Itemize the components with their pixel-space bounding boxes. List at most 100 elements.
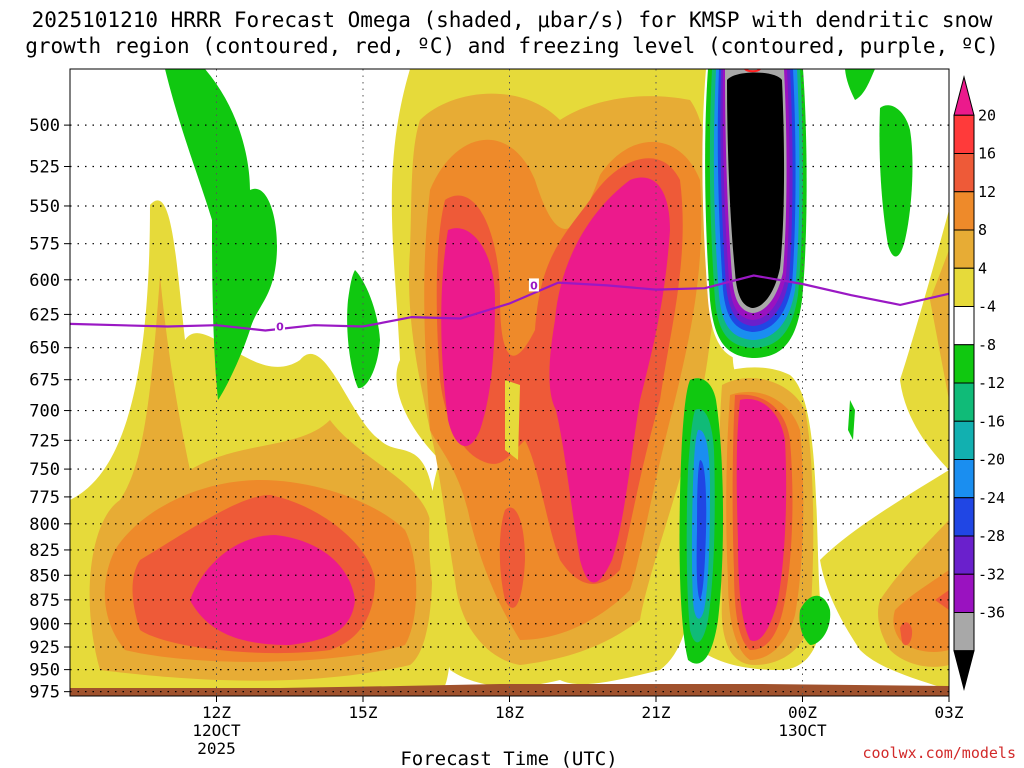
colorbar-label: -8 (978, 336, 996, 354)
x-tick-label: 00Z (788, 703, 817, 722)
y-tick-label: 575 (29, 235, 60, 255)
y-tick-label: 950 (29, 661, 60, 681)
colorbar-swatch (953, 382, 975, 422)
x-axis-label: Forecast Time (UTC) (400, 748, 617, 768)
colorbar-swatch (953, 573, 975, 613)
colorbar-swatch (953, 459, 975, 499)
y-tick-label: 625 (29, 305, 60, 325)
freezing-level-label: 0 (530, 279, 538, 292)
omega-shade-20 (736, 399, 787, 641)
colorbar-label: -20 (978, 451, 1005, 469)
y-tick-label: 775 (29, 488, 60, 508)
y-tick-label: 525 (29, 158, 60, 178)
colorbar-label: 4 (978, 259, 987, 277)
colorbar-label: 8 (978, 221, 987, 239)
y-tick-label: 875 (29, 591, 60, 611)
colorbar-swatch (953, 191, 975, 231)
colorbar-label: 16 (978, 145, 996, 163)
grid-lines (70, 69, 949, 696)
y-axis: 500 525 550 575 600 625 650 675 700 725 750 775 800 8… (29, 116, 70, 703)
omega-shade-neg8 (347, 270, 380, 389)
colorbar-swatch-top (953, 75, 975, 116)
y-tick-label: 925 (29, 638, 60, 658)
y-tick-label: 725 (29, 431, 60, 451)
omega-shade-20 (441, 228, 495, 447)
colorbar-label: -28 (978, 527, 1005, 545)
omega-shading-central-region (391, 69, 747, 687)
omega-shading-downward-green (165, 69, 913, 645)
y-tick-label: 550 (29, 197, 60, 217)
colorbar-label: -36 (978, 604, 1005, 622)
omega-shading-east-region (820, 210, 949, 690)
freezing-level-label-bg (274, 319, 285, 333)
chart-title-line-1: 2025101210 HRRR Forecast Omega (shaded, … (31, 8, 993, 32)
x-tick-label: 03Z (935, 703, 964, 722)
x-tick-label: 15Z (349, 703, 378, 722)
y-tick-label: 600 (29, 271, 60, 291)
x-tick-label: 2025 (197, 739, 236, 758)
colorbar-label: 12 (978, 183, 996, 201)
colorbar-swatch (953, 344, 975, 384)
omega-shade-20 (190, 535, 355, 645)
omega-shade-white (150, 590, 190, 615)
dendritic-growth-region-contour (744, 69, 761, 73)
y-tick-label: 700 (29, 402, 60, 422)
chart-title-line-2: growth region (contoured, red, ºC) and f… (25, 34, 999, 58)
freezing-level-label: 0 (276, 321, 284, 334)
x-tick-label: 18Z (495, 703, 524, 722)
plot-area: 00 (70, 69, 949, 696)
colorbar-label: 20 (978, 106, 996, 124)
omega-shade-neg36 (727, 72, 785, 308)
colorbar-swatch (953, 306, 975, 346)
colorbar-label: -32 (978, 565, 1005, 583)
x-tick-label: 12Z (202, 703, 231, 722)
omega-shade-neg8 (879, 105, 913, 257)
colorbar-label: -12 (978, 374, 1005, 392)
y-tick-label: 675 (29, 371, 60, 391)
omega-shade-neg8 (165, 69, 278, 400)
freezing-level-contour (70, 274, 949, 332)
colorbar-swatch (953, 114, 975, 154)
omega-shade-16 (499, 507, 525, 608)
omega-shade-neg8 (799, 595, 831, 645)
colorbar-label: -24 (978, 489, 1005, 507)
omega-shade-8 (505, 380, 520, 460)
colorbar-swatch (953, 535, 975, 575)
terrain-surface (70, 684, 949, 696)
y-tick-label: 900 (29, 615, 60, 635)
colorbar-swatch (953, 229, 975, 269)
omega-shade-neg8 (848, 400, 855, 440)
x-tick-label: 13OCT (778, 721, 827, 740)
x-tick-label: 21Z (642, 703, 671, 722)
omega-shade-neg24 (696, 460, 707, 600)
omega-shade-20 (549, 177, 670, 583)
omega-shade-8 (930, 250, 949, 400)
y-tick-label: 975 (29, 683, 60, 703)
credit-link[interactable]: coolwx.com/models (862, 744, 1016, 762)
colorbar-swatch (953, 497, 975, 537)
omega-shade-4 (900, 210, 949, 470)
omega-shade-16 (935, 590, 949, 610)
colorbar-swatch (953, 420, 975, 460)
y-tick-label: 800 (29, 515, 60, 535)
omega-shading-dipole (679, 69, 821, 670)
colorbar-label: -4 (978, 298, 996, 316)
colorbar: 20 16 12 8 4 -4 -8 -12 -16 -20 -24 -28 -32 -36 (953, 75, 1005, 691)
y-tick-label: 750 (29, 460, 60, 480)
x-tick-label: 12OCT (192, 721, 241, 740)
colorbar-swatch (953, 153, 975, 193)
colorbar-label: -16 (978, 412, 1005, 430)
freezing-level-label-bg (528, 278, 539, 292)
y-tick-label: 650 (29, 339, 60, 359)
y-tick-label: 825 (29, 541, 60, 561)
colorbar-swatch-bottom (953, 650, 975, 691)
colorbar-swatch (953, 612, 975, 652)
y-tick-label: 500 (29, 116, 60, 136)
y-tick-label: 850 (29, 566, 60, 586)
omega-shade-16 (900, 622, 913, 646)
freezing-level-labels: 00 (274, 278, 539, 334)
colorbar-swatch (953, 267, 975, 307)
omega-shade-neg8 (845, 69, 875, 100)
